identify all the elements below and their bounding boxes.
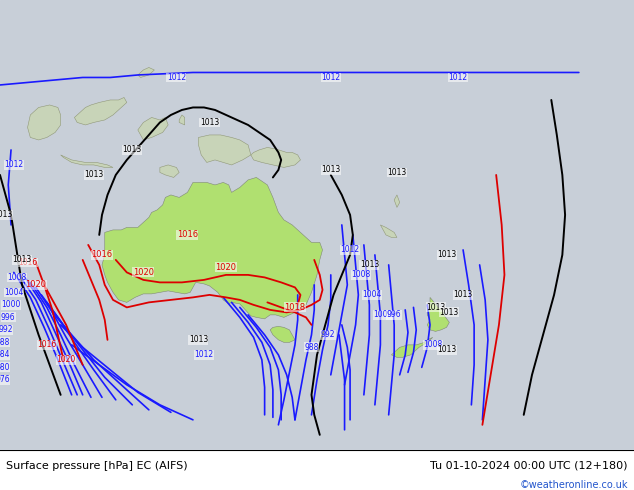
Text: Tu 01-10-2024 00:00 UTC (12+180): Tu 01-10-2024 00:00 UTC (12+180)	[430, 461, 628, 471]
Text: 988: 988	[304, 343, 319, 352]
Polygon shape	[270, 326, 295, 343]
Polygon shape	[427, 297, 450, 331]
Text: 1013: 1013	[453, 291, 473, 299]
Text: 1008: 1008	[423, 341, 443, 349]
Text: 1013: 1013	[84, 171, 103, 179]
Text: 1013: 1013	[426, 303, 445, 312]
Polygon shape	[251, 147, 301, 168]
Text: 1013: 1013	[189, 335, 208, 344]
Polygon shape	[74, 98, 127, 125]
Text: 1013: 1013	[321, 166, 340, 174]
Text: 992: 992	[0, 325, 13, 334]
Text: 1012: 1012	[448, 73, 467, 82]
Text: 1020: 1020	[56, 355, 76, 365]
Text: 1013: 1013	[13, 255, 32, 265]
Polygon shape	[380, 225, 397, 238]
Text: 1013: 1013	[437, 250, 456, 259]
Text: 976: 976	[0, 375, 10, 384]
Text: 1016: 1016	[37, 341, 56, 349]
Text: 996: 996	[387, 310, 401, 319]
Text: 1016: 1016	[177, 230, 198, 240]
Text: 1012: 1012	[195, 350, 214, 359]
Text: 1013: 1013	[0, 210, 13, 220]
Polygon shape	[394, 195, 399, 207]
Polygon shape	[61, 155, 113, 168]
Text: 1013: 1013	[440, 308, 459, 317]
Text: 1004: 1004	[4, 288, 23, 297]
Polygon shape	[179, 115, 184, 125]
Text: 1012: 1012	[321, 73, 340, 82]
Text: 1012: 1012	[167, 73, 186, 82]
Text: 1008: 1008	[7, 273, 26, 282]
Text: 1000: 1000	[1, 300, 21, 309]
Polygon shape	[391, 337, 433, 357]
Text: 1012: 1012	[340, 245, 359, 254]
Polygon shape	[198, 135, 251, 165]
Text: 1013: 1013	[437, 345, 456, 354]
Text: 1013: 1013	[387, 168, 406, 177]
Text: 1020: 1020	[216, 263, 236, 272]
Text: 1012: 1012	[4, 160, 23, 170]
Text: 988: 988	[0, 338, 10, 347]
Text: 1008: 1008	[351, 270, 371, 279]
Text: 1020: 1020	[133, 268, 154, 277]
Text: Surface pressure [hPa] EC (AIFS): Surface pressure [hPa] EC (AIFS)	[6, 461, 188, 471]
Text: ©weatheronline.co.uk: ©weatheronline.co.uk	[519, 480, 628, 490]
Text: 996: 996	[1, 313, 16, 322]
Text: 1013: 1013	[359, 260, 379, 270]
Text: 1004: 1004	[363, 291, 382, 299]
Text: 1013: 1013	[123, 146, 142, 154]
Text: 1020: 1020	[25, 280, 46, 290]
Text: 980: 980	[0, 363, 10, 372]
Text: 984: 984	[0, 350, 10, 359]
Text: 992: 992	[321, 330, 335, 340]
Text: 1000: 1000	[373, 310, 393, 319]
Text: 1016: 1016	[18, 258, 37, 267]
Text: 1013: 1013	[200, 118, 219, 127]
Polygon shape	[160, 165, 179, 177]
Polygon shape	[138, 118, 168, 140]
Text: 1018: 1018	[285, 303, 306, 312]
Text: 1016: 1016	[91, 250, 113, 259]
Polygon shape	[27, 105, 61, 140]
Polygon shape	[102, 177, 323, 319]
Polygon shape	[138, 68, 154, 77]
